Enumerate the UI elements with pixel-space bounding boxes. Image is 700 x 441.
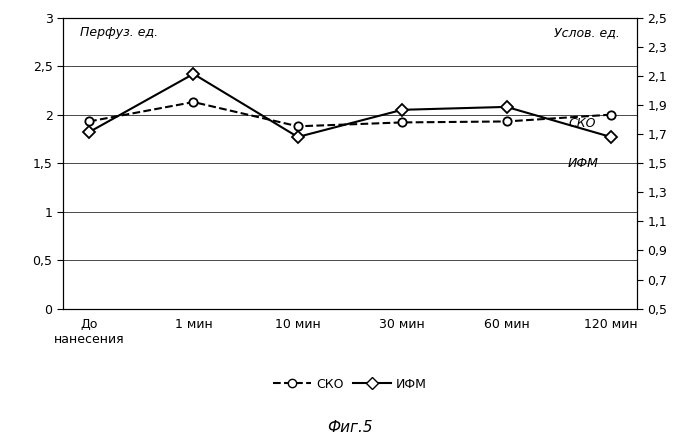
Text: СКО: СКО: [568, 117, 596, 131]
Text: ИФМ: ИФМ: [568, 157, 599, 170]
Text: Фиг.5: Фиг.5: [327, 420, 373, 435]
Text: Перфуз. ед.: Перфуз. ед.: [80, 26, 158, 39]
Legend: СКО, ИФМ: СКО, ИФМ: [268, 373, 432, 396]
Text: Услов. ед.: Услов. ед.: [554, 26, 620, 39]
